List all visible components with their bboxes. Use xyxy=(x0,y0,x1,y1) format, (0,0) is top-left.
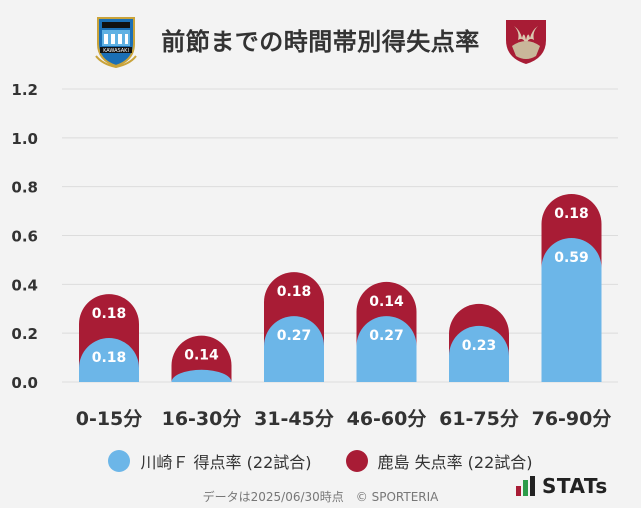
legend-label-conceded: 鹿島 失点率 (22試合) xyxy=(377,453,533,472)
data-label-scored: 0.27 xyxy=(277,328,312,344)
x-tick-label: 31-45分 xyxy=(254,408,334,430)
y-tick-label: 0.2 xyxy=(11,325,38,343)
bar-conceded xyxy=(171,335,232,382)
x-tick-label: 76-90分 xyxy=(532,408,612,430)
grid-layer xyxy=(62,88,618,383)
legend-item-scored: 川崎Ｆ 得点率 (22試合) xyxy=(108,449,312,473)
data-label-conceded: 0.14 xyxy=(184,348,219,364)
y-tick-label: 0.0 xyxy=(11,374,38,392)
x-tick-label: 46-60分 xyxy=(347,408,427,430)
bar-layer xyxy=(79,193,602,382)
legend-swatch-scored xyxy=(108,450,131,472)
data-label-scored: 0.23 xyxy=(462,338,497,354)
x-tick-label: 16-30分 xyxy=(162,408,242,430)
x-tick-label: 61-75分 xyxy=(439,408,519,430)
stats-brand: STATs xyxy=(516,474,608,498)
x-tick-label: 0-15分 xyxy=(76,408,143,430)
legend-item-conceded: 鹿島 失点率 (22試合) xyxy=(345,449,533,473)
legend-swatch-conceded xyxy=(345,450,368,472)
stats-bars-icon xyxy=(516,476,535,496)
y-tick-label: 0.4 xyxy=(11,276,38,294)
y-tick-label: 1.2 xyxy=(11,81,38,99)
kawasaki-frontale-logo: KAWASAKI xyxy=(95,17,137,68)
legend-label-scored: 川崎Ｆ 得点率 (22試合) xyxy=(140,453,312,472)
y-tick-label: 0.8 xyxy=(11,179,38,197)
x-axis-ticks: 0-15分 16-30分 31-45分 46-60分 61-75分 76-90分 xyxy=(76,408,612,430)
y-axis-ticks: 0.0 0.2 0.4 0.6 0.8 1.0 1.2 xyxy=(11,81,38,392)
footer-note: データは2025/06/30時点 © SPORTERIA xyxy=(202,490,439,504)
data-label-conceded: 0.18 xyxy=(554,206,589,222)
kashima-antlers-logo xyxy=(506,20,546,64)
data-label-conceded: 0.18 xyxy=(92,306,127,322)
bar-scored xyxy=(79,338,139,382)
bar-scored xyxy=(171,369,232,382)
data-label-conceded: 0.18 xyxy=(277,284,312,300)
data-label-conceded: 0.14 xyxy=(369,294,404,310)
data-label-scored: 0.59 xyxy=(554,250,589,266)
bar-scored xyxy=(541,237,602,382)
legend: 川崎Ｆ 得点率 (22試合) 鹿島 失点率 (22試合) xyxy=(0,449,641,473)
data-label-scored: 0.18 xyxy=(92,350,127,366)
bar-scored xyxy=(449,325,509,382)
chart-title: 前節までの時間帯別得失点率 xyxy=(161,28,480,56)
kawasaki-logo-text: KAWASAKI xyxy=(103,48,129,54)
bar-scored xyxy=(356,316,417,382)
bar-scored xyxy=(264,316,324,382)
stats-brand-text: STATs xyxy=(542,474,608,498)
y-tick-label: 1.0 xyxy=(11,130,38,148)
data-label-layer: 0.18 0.18 0.14 0.27 0.18 0.27 0.14 0.23 0.59 0.18 xyxy=(92,206,589,366)
data-label-scored: 0.27 xyxy=(369,328,404,344)
y-tick-label: 0.6 xyxy=(11,228,38,246)
